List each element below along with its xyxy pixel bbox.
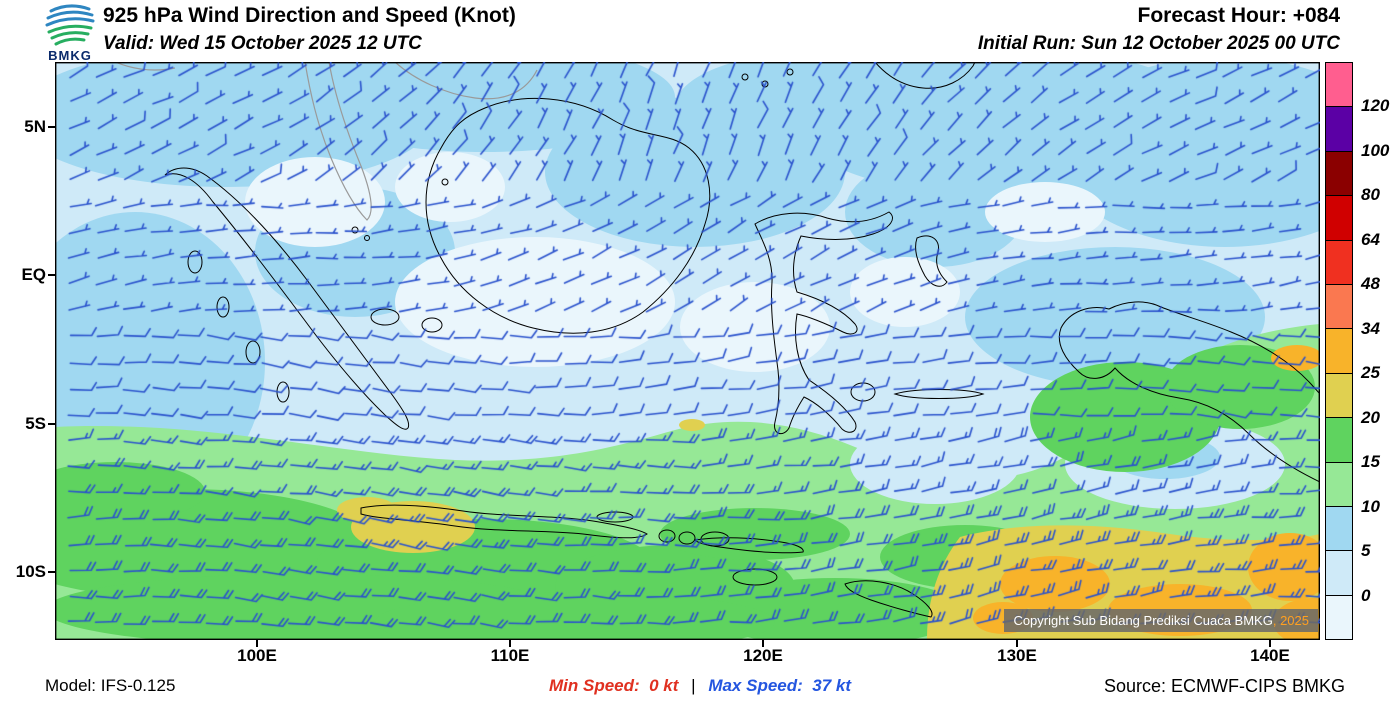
min-speed: Min Speed: 0 kt bbox=[549, 676, 679, 695]
colorbar-segment bbox=[1325, 283, 1353, 330]
colorbar-label: 100 bbox=[1361, 140, 1390, 160]
speed-range: Min Speed: 0 kt | Max Speed: 37 kt bbox=[549, 676, 851, 696]
colorbar-segment bbox=[1325, 106, 1353, 152]
copyright-year: , 2025 bbox=[1272, 613, 1309, 628]
lon-label: 120E bbox=[743, 646, 783, 665]
lon-label: 140E bbox=[1250, 646, 1290, 665]
model-label: Model: IFS-0.125 bbox=[45, 676, 176, 695]
colorbar-segment bbox=[1325, 417, 1353, 463]
colorbar-label: 25 bbox=[1361, 363, 1380, 383]
lat-label: 5S bbox=[25, 414, 46, 433]
colorbar-label: 34 bbox=[1361, 318, 1380, 338]
lon-tick bbox=[509, 640, 511, 647]
lat-label: 5N bbox=[24, 117, 46, 136]
wind-map: Copyright Sub Bidang Prediksi Cuaca BMKG… bbox=[55, 62, 1320, 640]
colorbar-label: 20 bbox=[1361, 407, 1380, 427]
colorbar-segment bbox=[1325, 195, 1353, 241]
bmkg-logo: BMKG bbox=[42, 2, 98, 63]
lon-label: 130E bbox=[997, 646, 1037, 665]
colorbar-segment bbox=[1325, 505, 1353, 552]
wind-barbs-layer bbox=[55, 62, 1320, 640]
bmkg-logo-label: BMKG bbox=[48, 48, 92, 63]
colorbar-label: 120 bbox=[1361, 96, 1390, 116]
colorbar-label: 5 bbox=[1361, 541, 1371, 561]
lat-tick bbox=[48, 274, 55, 276]
colorbar-label: 10 bbox=[1361, 496, 1380, 516]
speed-colorbar bbox=[1325, 62, 1353, 641]
lon-tick bbox=[762, 640, 764, 647]
colorbar-segment bbox=[1325, 594, 1353, 641]
colorbar-label: 15 bbox=[1361, 452, 1380, 472]
lat-label: 10S bbox=[15, 562, 46, 581]
lon-tick bbox=[1269, 640, 1271, 647]
initial-run-label: Initial Run: Sun 12 October 2025 00 UTC bbox=[977, 33, 1340, 54]
colorbar-segment bbox=[1325, 372, 1353, 419]
copyright-text: Copyright Sub Bidang Prediksi Cuaca BMKG bbox=[1013, 613, 1273, 628]
lat-tick bbox=[48, 126, 55, 128]
lon-label: 110E bbox=[490, 646, 530, 665]
colorbar-segment bbox=[1325, 461, 1353, 507]
colorbar-label: 64 bbox=[1361, 229, 1380, 249]
valid-time-label: Valid: Wed 15 October 2025 12 UTC bbox=[103, 33, 422, 54]
forecast-hour-label: Forecast Hour: +084 bbox=[1137, 4, 1341, 27]
lon-label: 100E bbox=[237, 646, 277, 665]
lat-tick bbox=[48, 571, 55, 573]
colorbar-segment bbox=[1325, 62, 1353, 108]
colorbar-label: 0 bbox=[1361, 585, 1371, 605]
max-speed: Max Speed: 37 kt bbox=[708, 676, 851, 695]
bmkg-logo-icon bbox=[45, 4, 95, 46]
lon-tick bbox=[256, 640, 258, 647]
lon-tick bbox=[1016, 640, 1018, 647]
colorbar-label: 48 bbox=[1361, 274, 1380, 294]
colorbar-segment bbox=[1325, 150, 1353, 197]
separator: | bbox=[691, 676, 696, 695]
lat-tick bbox=[48, 423, 55, 425]
colorbar-segment bbox=[1325, 239, 1353, 285]
lat-label: EQ bbox=[21, 265, 46, 284]
colorbar-label: 80 bbox=[1361, 185, 1380, 205]
copyright-overlay: Copyright Sub Bidang Prediksi Cuaca BMKG… bbox=[1004, 609, 1318, 632]
colorbar-segment bbox=[1325, 550, 1353, 596]
source-label: Source: ECMWF-CIPS BMKG bbox=[1103, 676, 1345, 696]
colorbar-segment bbox=[1325, 328, 1353, 374]
page-title: 925 hPa Wind Direction and Speed (Knot) bbox=[103, 4, 516, 27]
